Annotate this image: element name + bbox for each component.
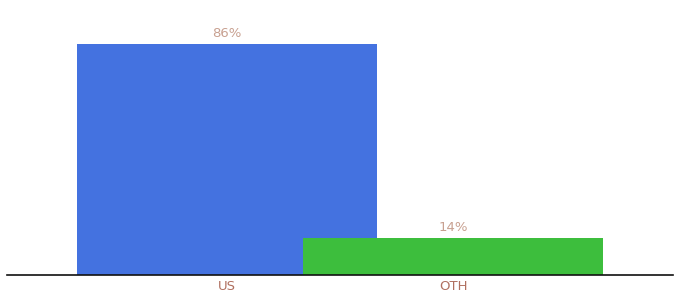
Text: 14%: 14% xyxy=(439,220,468,234)
Bar xyxy=(77,44,377,275)
Bar xyxy=(303,238,603,275)
Text: 86%: 86% xyxy=(212,28,241,40)
